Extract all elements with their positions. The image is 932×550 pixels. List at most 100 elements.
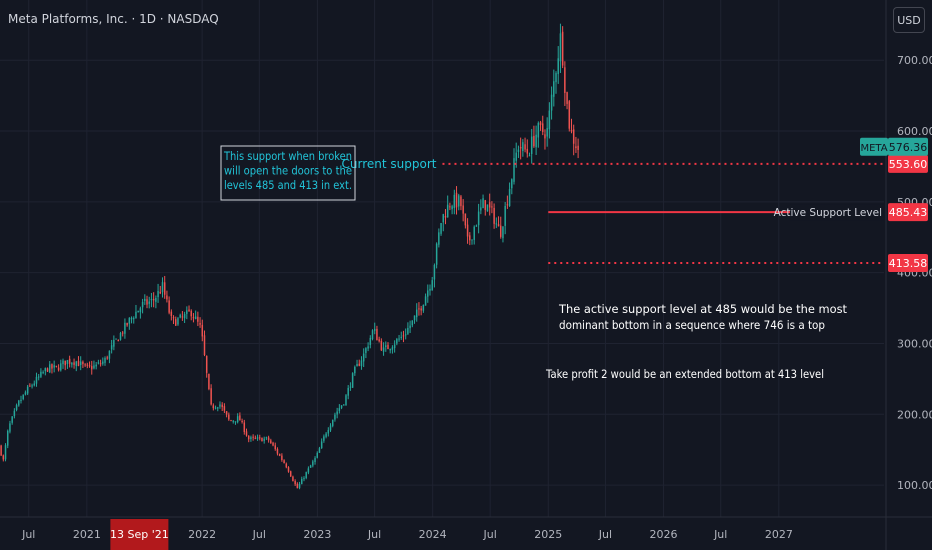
candle xyxy=(296,482,299,489)
candle-body xyxy=(356,364,358,367)
candle-body xyxy=(289,471,292,477)
candle-body xyxy=(247,435,250,440)
candle xyxy=(130,316,133,324)
candle-body xyxy=(345,395,347,406)
x-tick-label: Jul xyxy=(598,528,612,541)
candle xyxy=(243,419,246,435)
candle-body xyxy=(250,437,252,440)
candle xyxy=(420,305,422,316)
candle-body xyxy=(535,134,537,148)
candle xyxy=(93,360,95,370)
candle-body xyxy=(287,467,290,472)
candle xyxy=(404,328,407,340)
candle xyxy=(385,341,387,352)
candles xyxy=(0,23,579,490)
candle xyxy=(104,356,106,366)
candle-body xyxy=(281,455,283,461)
candle-body xyxy=(380,340,383,351)
candle-body xyxy=(508,189,511,207)
candle-body xyxy=(172,317,175,319)
candle xyxy=(31,383,33,389)
candle xyxy=(418,302,420,316)
currency-button[interactable]: USD xyxy=(893,7,925,33)
candle-body xyxy=(440,223,442,234)
candle-body xyxy=(252,436,254,438)
x-tick-label: Jul xyxy=(367,528,381,541)
candle-body xyxy=(522,142,524,151)
candle-body xyxy=(413,315,416,321)
candle-body xyxy=(106,357,108,359)
candle-body xyxy=(135,311,137,319)
price-label-bg xyxy=(888,254,928,273)
candle-body xyxy=(296,483,299,489)
candle-body xyxy=(66,360,69,365)
candle-body xyxy=(469,235,471,241)
candle xyxy=(88,361,91,368)
candle-body xyxy=(117,339,120,342)
candle-body xyxy=(497,224,500,227)
candle-body xyxy=(163,282,166,295)
candle-body xyxy=(115,338,117,340)
x-tick-label: Jul xyxy=(21,528,35,541)
candle xyxy=(380,338,383,352)
candle xyxy=(194,310,197,320)
level-label-current-support: Current support xyxy=(342,157,437,171)
candle xyxy=(35,372,38,387)
candle-body xyxy=(493,207,495,224)
candle xyxy=(64,360,66,371)
candle xyxy=(46,367,49,373)
candle xyxy=(561,26,564,69)
candle xyxy=(53,360,55,373)
candle xyxy=(533,125,535,148)
candle-body xyxy=(457,195,460,207)
candle-body xyxy=(37,376,40,378)
candle-body xyxy=(533,135,535,147)
candle-body xyxy=(427,290,429,297)
candle-body xyxy=(312,461,314,466)
candle-body xyxy=(559,33,562,62)
candle-body xyxy=(157,290,159,298)
candle-body xyxy=(24,392,27,395)
candle-body xyxy=(544,134,546,139)
candle xyxy=(276,447,279,456)
candle xyxy=(15,403,18,412)
candle-body xyxy=(130,317,133,320)
candle xyxy=(314,456,316,465)
candle-body xyxy=(570,129,573,132)
candle-body xyxy=(449,206,451,208)
candle xyxy=(199,317,201,328)
candle xyxy=(517,145,520,158)
candle-body xyxy=(168,300,170,313)
candle xyxy=(144,294,146,305)
annotation-box xyxy=(220,145,356,201)
candle-body xyxy=(42,372,44,374)
candle xyxy=(108,350,111,364)
candle xyxy=(415,303,418,322)
candle-body xyxy=(369,337,372,345)
candle xyxy=(402,330,405,343)
candle xyxy=(128,317,131,330)
candle xyxy=(75,360,78,372)
x-tick-label: 2022 xyxy=(188,528,216,541)
candle xyxy=(307,466,310,475)
candle xyxy=(442,213,445,232)
candle-body xyxy=(186,310,188,314)
candle xyxy=(398,334,400,342)
candle xyxy=(367,342,369,352)
candle xyxy=(362,348,365,368)
candle xyxy=(524,137,526,153)
candle-body xyxy=(389,348,391,351)
candle xyxy=(60,359,62,372)
candle-body xyxy=(411,320,414,326)
candle xyxy=(133,316,135,324)
candle xyxy=(281,453,283,462)
candle xyxy=(351,372,354,388)
candle-body xyxy=(2,455,5,460)
candle-body xyxy=(415,309,418,318)
candle-body xyxy=(528,155,531,157)
candle xyxy=(508,182,511,207)
candle-body xyxy=(354,366,356,374)
candle-body xyxy=(64,360,66,366)
candle xyxy=(422,304,425,313)
